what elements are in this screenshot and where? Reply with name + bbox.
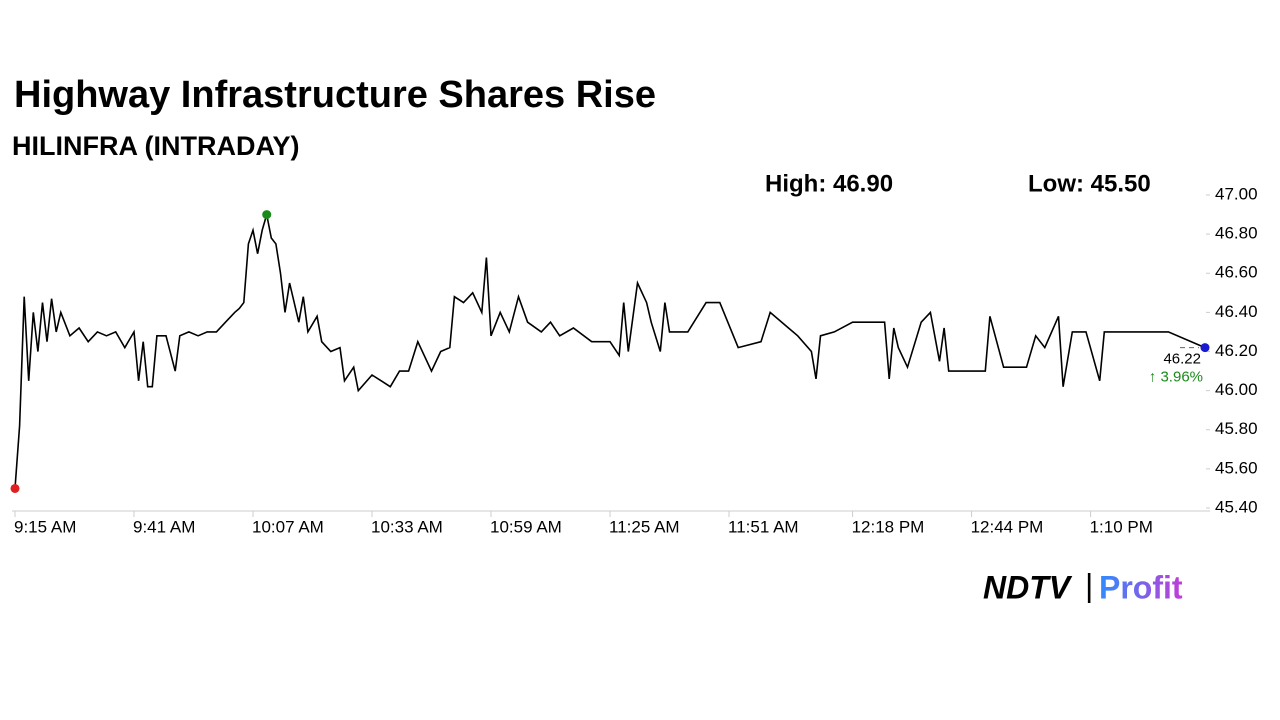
x-tick-label: 11:51 AM [728, 517, 799, 536]
high-label: High: 46.90 [765, 170, 893, 197]
x-tick-label: 12:18 PM [852, 517, 925, 536]
y-tick-label: 46.00 [1215, 380, 1258, 399]
y-tick-label: 45.40 [1215, 497, 1258, 516]
brand-separator: | [1085, 567, 1093, 603]
chart-subtitle: HILINFRA (INTRADAY) [12, 131, 299, 161]
low-marker [10, 483, 20, 493]
brand-ndtv: NDTV [983, 569, 1073, 605]
last-marker [1200, 343, 1210, 353]
x-tick-label: 10:33 AM [371, 517, 443, 536]
y-tick-label: 45.80 [1215, 419, 1258, 438]
change-label: ↑ 3.96% [1149, 369, 1203, 386]
x-tick-label: 11:25 AM [609, 517, 680, 536]
y-tick-label: 46.60 [1215, 263, 1258, 282]
price-line [14, 214, 1206, 489]
low-label: Low: 45.50 [1028, 170, 1151, 197]
y-tick-label: 46.80 [1215, 224, 1258, 243]
y-tick-label: 46.20 [1215, 341, 1258, 360]
x-tick-label: 10:59 AM [490, 517, 562, 536]
chart-title: Highway Infrastructure Shares Rise [14, 74, 656, 116]
high-marker [262, 210, 272, 220]
x-tick-label: 9:15 AM [14, 517, 76, 536]
brand-profit: Profit [1099, 569, 1183, 605]
x-tick-label: 1:10 PM [1090, 517, 1153, 536]
y-tick-label: 45.60 [1215, 458, 1258, 477]
last-value-label: 46.22 [1163, 351, 1201, 368]
x-tick-label: 12:44 PM [971, 517, 1044, 536]
y-tick-label: 47.00 [1215, 184, 1258, 203]
brand-logo: NDTV | Profit [983, 567, 1183, 605]
x-tick-label: 9:41 AM [133, 517, 195, 536]
x-tick-label: 10:07 AM [252, 517, 324, 536]
y-tick-label: 46.40 [1215, 302, 1258, 321]
